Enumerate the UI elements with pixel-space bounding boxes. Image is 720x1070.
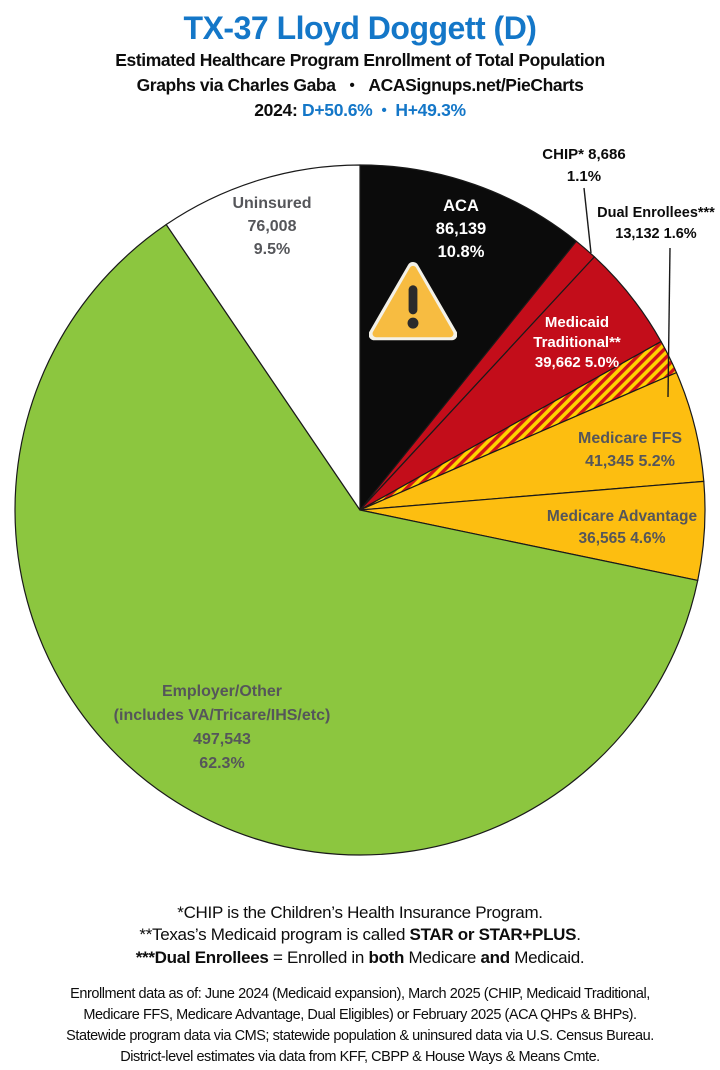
label-employer-name: Employer/Other xyxy=(161,683,283,700)
pie-slice-employer-other xyxy=(14,223,699,856)
partisan-year: 2024: xyxy=(254,100,298,120)
footnote-chip: *CHIP is the Children’s Health Insurance… xyxy=(0,902,720,924)
label-medicaid-value-pct: 39,662 5.0% xyxy=(534,354,620,371)
label-medicare-advantage: Medicare Advantage 36,565 4.6% xyxy=(547,506,697,550)
footnote-medicaid: **Texas’s Medicaid program is called STA… xyxy=(0,924,720,946)
warning-icon xyxy=(369,261,457,341)
label-ffs-name: Medicare FFS xyxy=(577,430,683,447)
footnote-dual-text3: Medicaid. xyxy=(509,947,585,967)
footnote-medicaid-period: . xyxy=(576,925,581,945)
partisan-dem-lean: D+50.6% xyxy=(302,100,373,120)
label-chip-pct: 1.1% xyxy=(566,168,602,185)
label-adv-value-pct: 36,565 4.6% xyxy=(578,530,666,547)
label-ffs-value-pct: 41,345 5.2% xyxy=(585,453,675,470)
footnote-medicaid-text: **Texas’s Medicaid program is called xyxy=(139,925,410,945)
footnote-dual-bold1: ***Dual Enrollees xyxy=(135,947,269,967)
label-medicare-ffs: Medicare FFS 41,345 5.2% xyxy=(578,427,682,473)
pie-chart xyxy=(14,164,706,856)
label-uninsured-pct: 9.5% xyxy=(253,241,291,258)
footnote-dual-text1: = Enrolled in xyxy=(268,947,369,967)
footnote-dual-text2: Medicare xyxy=(404,947,481,967)
label-medicaid-name1: Medicaid xyxy=(544,314,610,331)
label-aca-value: 86,139 xyxy=(435,220,487,238)
label-dual-value-pct: 13,132 1.6% xyxy=(615,226,697,242)
partisan-bullet: • xyxy=(381,102,387,119)
label-adv-name: Medicare Advantage xyxy=(546,508,698,525)
label-aca-pct: 10.8% xyxy=(437,243,485,261)
source-line-4: District-level estimates via data from K… xyxy=(120,1049,600,1065)
label-employer-pct: 62.3% xyxy=(199,755,245,772)
pie-slice-uninsured xyxy=(165,164,361,511)
warning-exclamation-dot xyxy=(407,317,419,329)
credit-site: ACASignups.net/PieCharts xyxy=(368,75,584,95)
label-chip-name-value: CHIP* 8,686 xyxy=(542,146,626,163)
pie-slice-aca xyxy=(359,164,577,511)
credit-line: Graphs via Charles Gaba • ACASignups.net/P… xyxy=(0,75,720,96)
source-line-1: Enrollment data as of: June 2024 (Medica… xyxy=(70,986,650,1002)
source-line-3: Statewide program data via CMS; statewid… xyxy=(66,1028,654,1044)
pie-slices xyxy=(14,164,706,856)
warning-exclamation-bar xyxy=(408,285,418,315)
partisan-lean-line: 2024: D+50.6% • H+49.3% xyxy=(0,100,720,121)
label-medicaid-name2: Traditional** xyxy=(533,334,621,351)
label-uninsured-name: Uninsured xyxy=(232,195,312,212)
label-aca-name: ACA xyxy=(443,197,479,215)
credit-bullet: • xyxy=(349,77,355,94)
chart-subtitle: Estimated Healthcare Program Enrollment … xyxy=(115,50,605,70)
label-dual-enrollees: Dual Enrollees*** 13,132 1.6% xyxy=(597,203,715,245)
label-medicaid-traditional: Medicaid Traditional** 39,662 5.0% xyxy=(533,313,621,373)
source-line-2: Medicare FFS, Medicare Advantage, Dual E… xyxy=(83,1007,637,1023)
credit-author: Graphs via Charles Gaba xyxy=(136,75,336,95)
footnote-dual-bold2: both xyxy=(368,947,405,967)
label-dual-name: Dual Enrollees*** xyxy=(597,205,715,221)
footnotes: *CHIP is the Children’s Health Insurance… xyxy=(0,902,720,969)
footnote-chip-text: *CHIP is the Children’s Health Insurance… xyxy=(177,903,543,922)
label-chip: CHIP* 8,686 1.1% xyxy=(542,144,625,188)
dual-enrollees-leader-line xyxy=(667,247,671,398)
label-employer-includes: (includes VA/Tricare/IHS/etc) xyxy=(113,707,331,724)
label-employer-value: 497,543 xyxy=(193,731,251,748)
footnote-dual-bold3: and xyxy=(480,947,510,967)
footnote-medicaid-bold: STAR or STAR+PLUS xyxy=(409,925,577,945)
chip-leader-line xyxy=(583,187,592,254)
partisan-house-lean: H+49.3% xyxy=(395,100,466,120)
label-aca: ACA 86,139 10.8% xyxy=(436,195,486,264)
label-uninsured-value: 76,008 xyxy=(247,218,297,235)
label-uninsured: Uninsured 76,008 9.5% xyxy=(232,192,311,261)
label-employer-other: Employer/Other (includes VA/Tricare/IHS/… xyxy=(114,680,331,776)
page-title: TX-37 Lloyd Doggett (D) xyxy=(183,10,537,46)
source-notes: Enrollment data as of: June 2024 (Medica… xyxy=(0,984,720,1068)
footnote-dual: ***Dual Enrollees = Enrolled in both Med… xyxy=(0,947,720,969)
